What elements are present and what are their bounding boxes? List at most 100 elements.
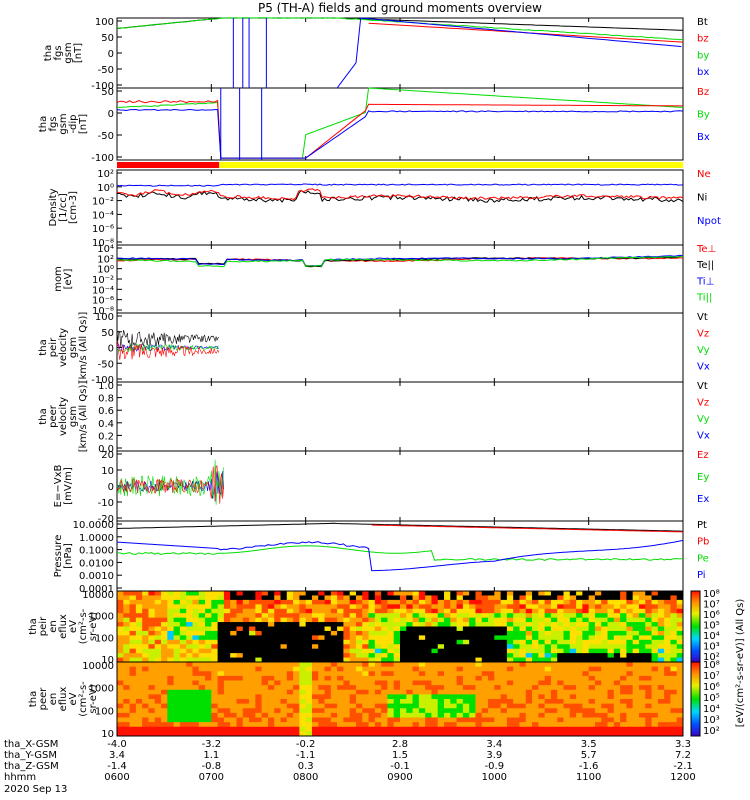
spectro-cell (236, 599, 244, 605)
ytick-label: 0 (108, 109, 114, 120)
spectro-cell (437, 639, 445, 645)
spectro-cell (431, 666, 439, 672)
spectro-cell (632, 622, 640, 628)
spectro-cell (481, 703, 489, 709)
spectro-cell (444, 731, 451, 736)
spectro-cell (280, 635, 288, 641)
spectro-cell (393, 617, 401, 623)
spectro-cell (488, 722, 495, 728)
spectro-cell (620, 671, 627, 677)
ylabel-line: gsm (58, 113, 69, 134)
spectro-cell (418, 717, 426, 723)
spectro-cell (154, 604, 162, 610)
spectro-cell (387, 675, 395, 682)
spectro-cell (135, 595, 143, 601)
spectro-cell (217, 694, 225, 700)
spectro-cell (387, 617, 395, 623)
spectro-cell (305, 595, 313, 601)
spectro-cell (469, 626, 477, 632)
legend-entry: By (697, 110, 710, 121)
spectro-cell (626, 635, 634, 641)
spectro-cell (123, 685, 131, 691)
spectro-cell (343, 671, 351, 677)
spectro-cell (161, 662, 168, 668)
spectro-cell (406, 662, 414, 668)
spectro-cell (437, 722, 445, 728)
spectro-cell (462, 708, 470, 714)
spectro-cell (205, 599, 212, 605)
spectro-cell (626, 685, 634, 691)
spectro-cell (387, 666, 395, 672)
spectro-cell (638, 630, 646, 636)
spectro-cell (563, 689, 571, 695)
spectro-cell (261, 717, 269, 723)
spectro-cell (318, 699, 326, 705)
spectro-cell (186, 635, 194, 641)
spectro-cell (444, 648, 451, 654)
spectro-cell (223, 694, 231, 700)
spectro-cell (318, 608, 326, 614)
spectro-cell (179, 653, 187, 659)
spectro-cell (400, 639, 407, 645)
spectro-cell (249, 626, 256, 632)
spectro-cell (311, 722, 319, 728)
spectro-cell (305, 726, 313, 732)
spectro-cell (167, 595, 175, 601)
spectro-cell (330, 675, 338, 682)
spectro-cell (613, 703, 621, 709)
spectro-cell (620, 703, 627, 709)
spectro-cell (173, 675, 181, 682)
spectro-cell (588, 595, 596, 601)
spectro-cell (381, 703, 389, 709)
spectro-cell (450, 617, 458, 623)
spectro-cell (148, 604, 156, 610)
legend-entry: Bx (697, 132, 710, 143)
spectro-cell (337, 722, 344, 728)
spectro-cell (519, 717, 527, 723)
spectro-cell (355, 689, 363, 695)
spectro-cell (506, 591, 514, 597)
spectro-cell (594, 657, 602, 662)
spectro-cell (368, 657, 376, 662)
spectro-cell (305, 708, 313, 714)
spectro-cell (506, 662, 514, 668)
orbit-value: 3.4 (486, 739, 502, 750)
spectro-cell (632, 639, 640, 645)
spectro-cell (456, 648, 464, 654)
spectro-cell (129, 717, 137, 723)
spectro-cell (576, 675, 583, 682)
spectro-cell (569, 703, 577, 709)
spectro-cell (286, 675, 294, 682)
spectro-cell (613, 708, 621, 714)
spectro-cell (211, 671, 219, 677)
spectro-cell (242, 595, 250, 601)
spectro-cell (632, 717, 640, 723)
spectro-cell (362, 680, 370, 686)
spectro-cell (148, 599, 156, 605)
spectro-cell (217, 722, 225, 728)
spectro-cell (425, 712, 433, 719)
spectro-cell (569, 644, 577, 650)
spectro-cell (431, 703, 439, 709)
spectro-cell (651, 699, 659, 705)
spectro-cell (387, 671, 395, 677)
spectro-cell (280, 685, 288, 691)
spectro-cell (393, 717, 401, 723)
spectro-cell (173, 722, 181, 728)
spectro-cell (129, 599, 137, 605)
spectro-cell (167, 644, 175, 650)
spectro-cell (330, 703, 338, 709)
spectro-cell (645, 662, 653, 668)
spectro-cell (179, 639, 187, 645)
spectro-cell (249, 726, 256, 732)
spectro-cell (217, 635, 225, 641)
spectro-cell (161, 689, 168, 695)
spectro-cell (161, 666, 168, 672)
spectro-cell (594, 685, 602, 691)
spectro-cell (488, 703, 495, 709)
spectro-cell (418, 604, 426, 610)
spectro-cell (154, 626, 162, 632)
spectro-cell (676, 671, 683, 677)
spectro-cell (142, 671, 150, 677)
spectro-cell (299, 699, 307, 705)
